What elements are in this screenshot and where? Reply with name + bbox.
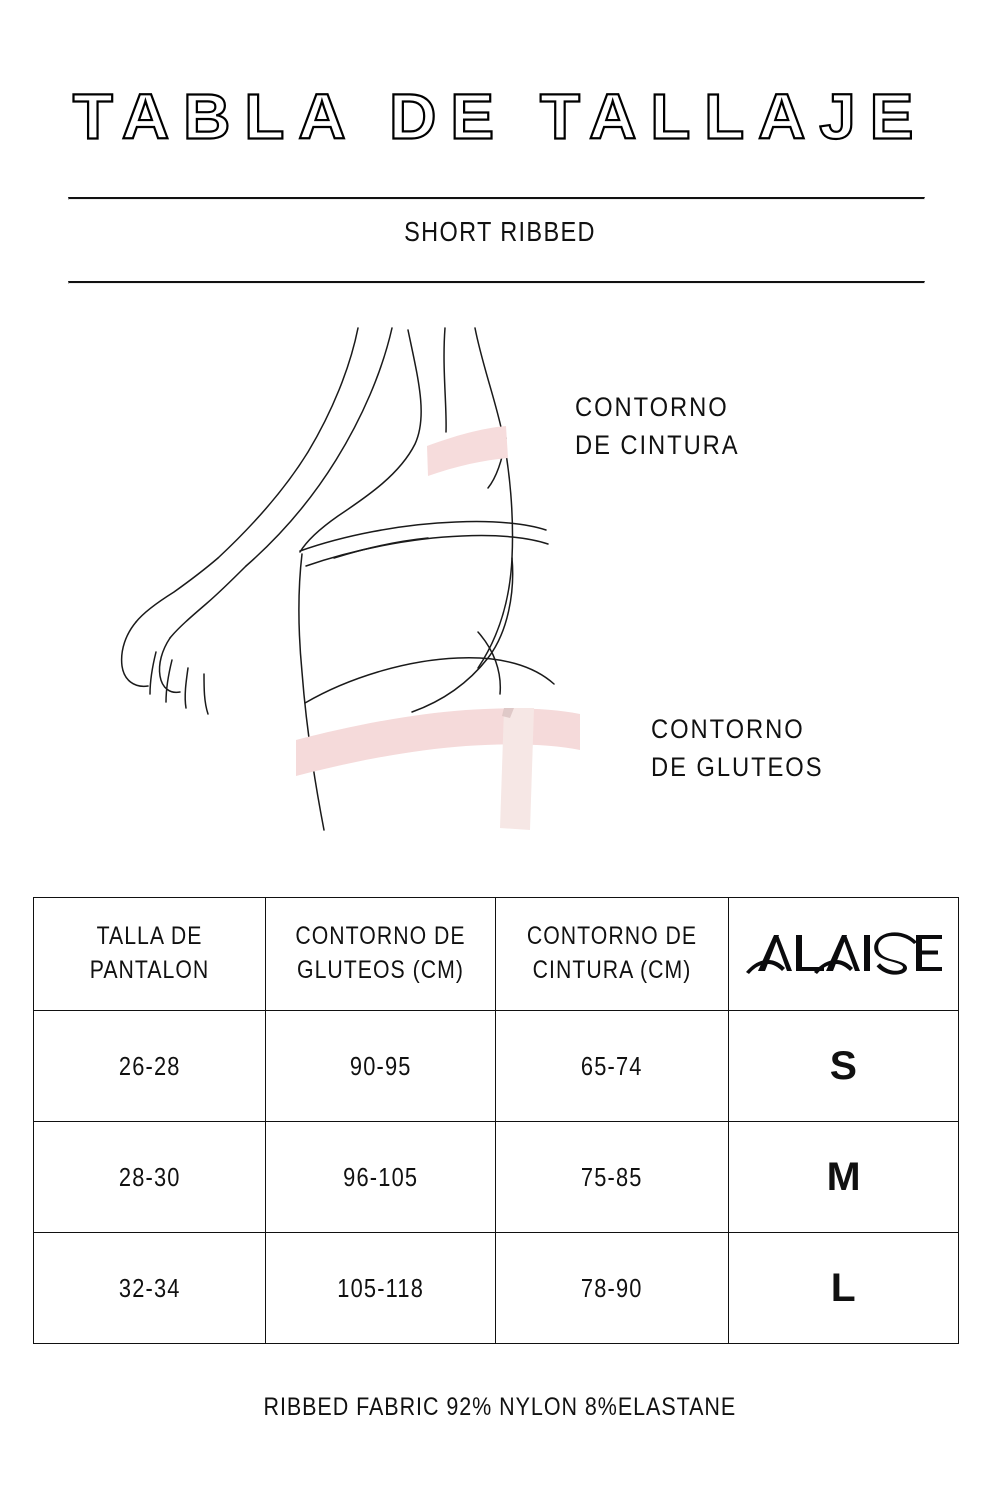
cell-glutes: 105-118 bbox=[265, 1232, 496, 1344]
divider-bottom bbox=[68, 281, 925, 284]
cell-size-letter: M bbox=[728, 1121, 959, 1233]
header-glutes-line1: CONTORNO DE bbox=[295, 922, 466, 951]
cell-pant-size: 28-30 bbox=[33, 1121, 266, 1233]
divider-top bbox=[68, 197, 925, 200]
body-measurement-illustration bbox=[110, 320, 670, 860]
cell-waist: 78-90 bbox=[495, 1232, 729, 1344]
header-waist-line1: CONTORNO DE bbox=[526, 922, 698, 951]
size-table: TALLA DE PANTALON CONTORNO DE GLUTEOS (C… bbox=[33, 897, 959, 1344]
tape-band-glutes bbox=[296, 708, 580, 830]
tape-band-waist bbox=[427, 426, 508, 476]
header-waist-line2: CINTURA (CM) bbox=[532, 956, 692, 984]
callout-glutes-line1: CONTORNO bbox=[651, 714, 805, 744]
cell-waist: 75-85 bbox=[495, 1121, 729, 1233]
table-row: 26-28 90-95 65-74 S bbox=[33, 1010, 959, 1122]
table-row: 32-34 105-118 78-90 L bbox=[33, 1232, 959, 1344]
header-glutes-line2: GLUTEOS (CM) bbox=[297, 956, 464, 984]
figure-linework bbox=[120, 327, 580, 831]
table-header-row: TALLA DE PANTALON CONTORNO DE GLUTEOS (C… bbox=[33, 897, 959, 1011]
fabric-composition-text: RIBBED FABRIC 92% NYLON 8%ELASTANE bbox=[263, 1393, 737, 1421]
page-title: TABLA DE TALLAJE bbox=[72, 81, 928, 153]
cell-glutes: 90-95 bbox=[265, 1010, 496, 1122]
header-waist: CONTORNO DE CINTURA (CM) bbox=[495, 897, 729, 1011]
cell-size-letter: S bbox=[728, 1010, 959, 1122]
callout-glutes: CONTORNO DE GLUTEOS bbox=[651, 710, 824, 787]
cell-waist: 65-74 bbox=[495, 1010, 729, 1122]
table-row: 28-30 96-105 75-85 M bbox=[33, 1121, 959, 1233]
callout-waist: CONTORNO DE CINTURA bbox=[575, 388, 740, 465]
header-pant-size: TALLA DE PANTALON bbox=[33, 897, 266, 1011]
alaise-brand-logo bbox=[730, 929, 957, 979]
header-glutes: CONTORNO DE GLUTEOS (CM) bbox=[265, 897, 496, 1011]
callout-waist-line2: DE CINTURA bbox=[575, 430, 740, 461]
cell-pant-size: 32-34 bbox=[33, 1232, 266, 1344]
cell-glutes: 96-105 bbox=[265, 1121, 496, 1233]
fabric-composition-note: RIBBED FABRIC 92% NYLON 8%ELASTANE bbox=[0, 1393, 1000, 1422]
header-pant-size-line2: PANTALON bbox=[89, 956, 210, 984]
header-pant-size-line1: TALLA DE bbox=[96, 922, 203, 951]
product-subtitle: SHORT RIBBED bbox=[404, 216, 596, 247]
callout-waist-line1: CONTORNO bbox=[575, 392, 729, 422]
cell-size-letter: L bbox=[728, 1232, 959, 1344]
callout-glutes-line2: DE GLUTEOS bbox=[651, 752, 824, 783]
cell-pant-size: 26-28 bbox=[33, 1010, 266, 1122]
alaise-logotype bbox=[745, 932, 942, 975]
header-brand-logo bbox=[728, 897, 959, 1011]
